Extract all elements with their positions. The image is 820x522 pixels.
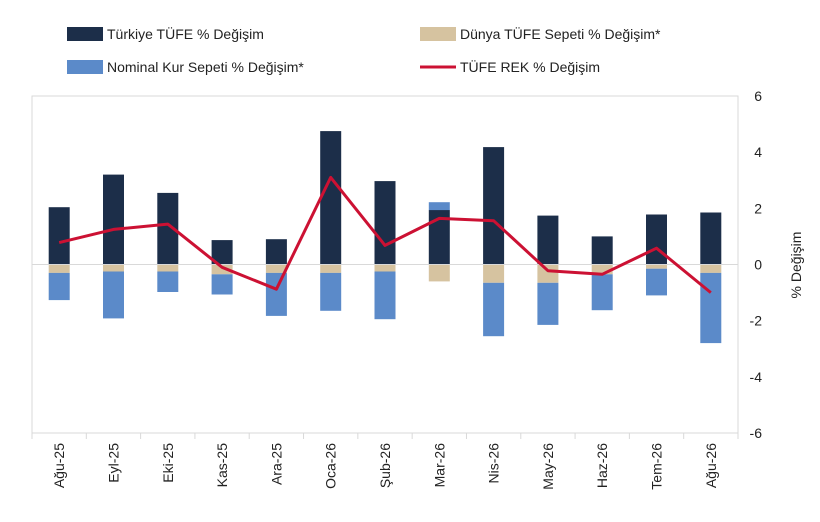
bar-s0-5 [320,131,341,264]
y-tick-label: -2 [750,313,763,329]
bar-s1-1 [103,265,124,272]
x-tick-label: Eyl-25 [106,443,122,483]
x-tick-label: Ağu-26 [703,443,719,488]
bar-s1-2 [157,265,178,272]
y-tick-label: 6 [754,88,762,104]
x-tick-label: Oca-26 [323,443,339,489]
bars-layer [49,131,722,343]
bar-s2-5 [320,273,341,311]
x-axis: Ağu-25 Eyl-25 Eki-25 Kas-25 Ara-25 Oca-26 Şub-… [32,433,738,490]
legend-label-nominal-kur: Nominal Kur Sepeti % Değişim* [107,59,304,75]
y-tick-label: -4 [750,369,763,385]
bar-s2-1 [103,272,124,319]
x-tick-label: Tem-26 [649,443,665,490]
bar-s0-4 [266,239,287,264]
x-tick-label: Kas-25 [214,443,230,488]
bar-s0-8 [483,147,504,264]
y-axis: 6 4 2 0 -2 -4 -6 [750,88,763,441]
y-tick-label: 2 [754,200,762,216]
bar-s2-2 [157,272,178,293]
legend-swatch-turkiye-tufe [67,27,103,41]
bar-s2-9 [537,283,558,325]
bar-s1-12 [700,265,721,273]
bar-s1-0 [49,265,70,273]
bar-s0-1 [103,175,124,265]
bar-s2-4 [266,273,287,316]
bar-s2-3 [212,274,233,294]
bar-s2-6 [375,272,396,320]
x-tick-label: Mar-26 [431,443,447,488]
x-tick-label: Şub-26 [377,443,393,488]
x-tick-label: Ağu-25 [51,443,67,488]
bar-s2-8 [483,283,504,336]
legend: Türkiye TÜFE % Değişim Dünya TÜFE Sepeti… [67,25,661,75]
x-tick-label: Nis-26 [486,443,502,484]
x-tick-label: Haz-26 [594,443,610,488]
y-tick-label: 0 [754,257,762,273]
bar-s2-0 [49,273,70,300]
y-tick-label: -6 [750,425,763,441]
legend-label-turkiye-tufe: Türkiye TÜFE % Değişim [107,25,264,42]
bar-s2-12 [700,273,721,343]
legend-swatch-dunya-tufe [420,27,456,41]
bar-s0-0 [49,207,70,264]
bar-s1-5 [320,265,341,273]
bar-s0-9 [537,216,558,265]
bar-s2-10 [592,274,613,310]
legend-label-dunya-tufe: Dünya TÜFE Sepeti % Değişim* [460,25,661,42]
bar-s2-7 [429,202,450,210]
bar-s1-6 [375,265,396,272]
x-tick-label: Eki-25 [160,443,176,483]
bar-s0-11 [646,215,667,265]
x-tick-label: Ara-25 [268,443,284,485]
bar-s1-11 [646,265,667,269]
x-tick-label: May-26 [540,443,556,490]
bar-s1-9 [537,265,558,283]
bar-s1-8 [483,265,504,283]
bar-s0-12 [700,213,721,265]
bar-s1-7 [429,265,450,282]
bar-s2-11 [646,269,667,296]
legend-swatch-nominal-kur [67,60,103,74]
legend-label-tufe-rek: TÜFE REK % Değişim [460,58,600,75]
bar-s0-10 [592,236,613,264]
y-tick-label: 4 [754,144,762,160]
y-axis-title: % Değişim [788,232,804,299]
bar-s0-6 [375,181,396,264]
